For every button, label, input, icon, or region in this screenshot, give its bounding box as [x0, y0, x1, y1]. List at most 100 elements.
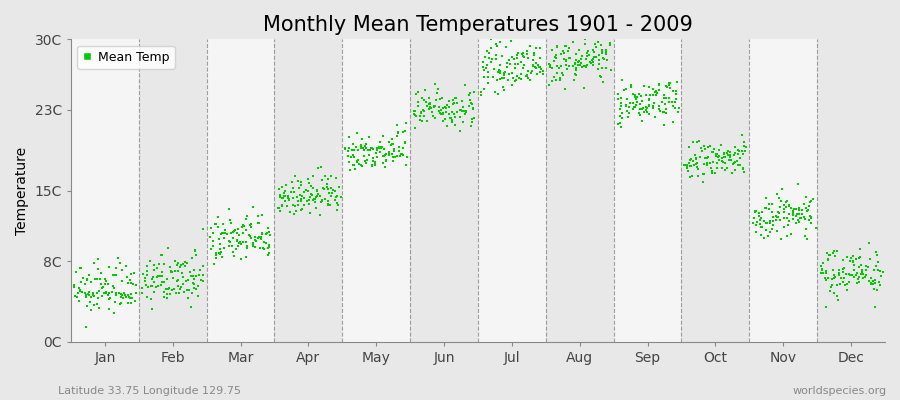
- Point: [832, 272, 846, 278]
- Point: [313, 164, 328, 170]
- Point: [645, 86, 660, 93]
- Point: [317, 186, 331, 192]
- Point: [619, 108, 634, 114]
- Point: [490, 43, 504, 50]
- Point: [230, 237, 245, 243]
- Point: [508, 77, 523, 83]
- Point: [374, 145, 388, 152]
- Point: [112, 300, 127, 307]
- Point: [114, 292, 129, 298]
- Point: [189, 252, 203, 258]
- Point: [627, 94, 642, 100]
- Point: [737, 169, 751, 175]
- Point: [440, 123, 454, 129]
- Point: [239, 239, 254, 246]
- Point: [821, 257, 835, 263]
- Point: [528, 60, 543, 66]
- Point: [552, 65, 566, 71]
- Point: [244, 220, 258, 227]
- Point: [603, 40, 617, 46]
- Point: [592, 57, 607, 63]
- Point: [595, 65, 609, 72]
- Point: [341, 153, 356, 159]
- Point: [156, 279, 170, 285]
- Point: [180, 260, 194, 266]
- Point: [550, 44, 564, 50]
- Point: [103, 264, 117, 270]
- Point: [462, 103, 476, 110]
- Point: [169, 262, 184, 268]
- Point: [554, 51, 568, 57]
- Point: [102, 306, 116, 312]
- Point: [795, 211, 809, 217]
- Point: [178, 263, 193, 269]
- Point: [860, 263, 874, 270]
- Point: [497, 72, 511, 78]
- Point: [213, 240, 228, 247]
- Point: [657, 92, 671, 98]
- Point: [359, 144, 374, 151]
- Point: [770, 208, 785, 215]
- Point: [115, 267, 130, 274]
- Point: [322, 190, 337, 197]
- Point: [454, 106, 468, 113]
- Point: [387, 154, 401, 160]
- Point: [482, 55, 496, 62]
- Point: [348, 144, 363, 151]
- Point: [193, 267, 207, 273]
- Point: [418, 98, 433, 105]
- Point: [95, 284, 110, 290]
- Point: [464, 123, 478, 130]
- Point: [233, 238, 248, 245]
- Point: [237, 230, 251, 236]
- Point: [231, 232, 246, 238]
- Point: [765, 226, 779, 232]
- Point: [718, 166, 733, 173]
- Point: [824, 284, 839, 290]
- Point: [136, 271, 150, 277]
- Point: [354, 162, 368, 168]
- Point: [222, 239, 237, 245]
- Point: [586, 56, 600, 62]
- Point: [121, 300, 135, 306]
- Point: [689, 160, 704, 167]
- Point: [694, 144, 708, 151]
- Point: [687, 138, 701, 145]
- Point: [325, 190, 339, 196]
- Point: [803, 198, 817, 205]
- Point: [214, 231, 229, 237]
- Point: [670, 79, 684, 85]
- Point: [771, 195, 786, 201]
- Point: [221, 238, 236, 244]
- Point: [305, 197, 320, 203]
- Point: [492, 68, 507, 74]
- Point: [555, 72, 570, 78]
- Point: [173, 264, 187, 270]
- Point: [692, 138, 706, 144]
- Point: [835, 266, 850, 272]
- Point: [616, 109, 630, 116]
- Point: [572, 58, 587, 65]
- Point: [814, 263, 828, 270]
- Point: [876, 269, 890, 276]
- Point: [378, 164, 392, 170]
- Point: [598, 64, 613, 71]
- Point: [175, 270, 189, 276]
- Point: [758, 204, 772, 211]
- Point: [129, 282, 143, 288]
- Point: [243, 233, 257, 239]
- Point: [635, 118, 650, 124]
- Point: [368, 159, 382, 166]
- Point: [747, 208, 761, 214]
- Point: [574, 56, 589, 62]
- Point: [587, 49, 601, 56]
- Point: [595, 47, 609, 53]
- Point: [321, 202, 336, 208]
- Point: [318, 196, 332, 202]
- Point: [464, 100, 478, 107]
- Point: [384, 136, 399, 142]
- Point: [355, 162, 369, 169]
- Point: [569, 56, 583, 63]
- Point: [739, 144, 753, 150]
- Point: [603, 41, 617, 48]
